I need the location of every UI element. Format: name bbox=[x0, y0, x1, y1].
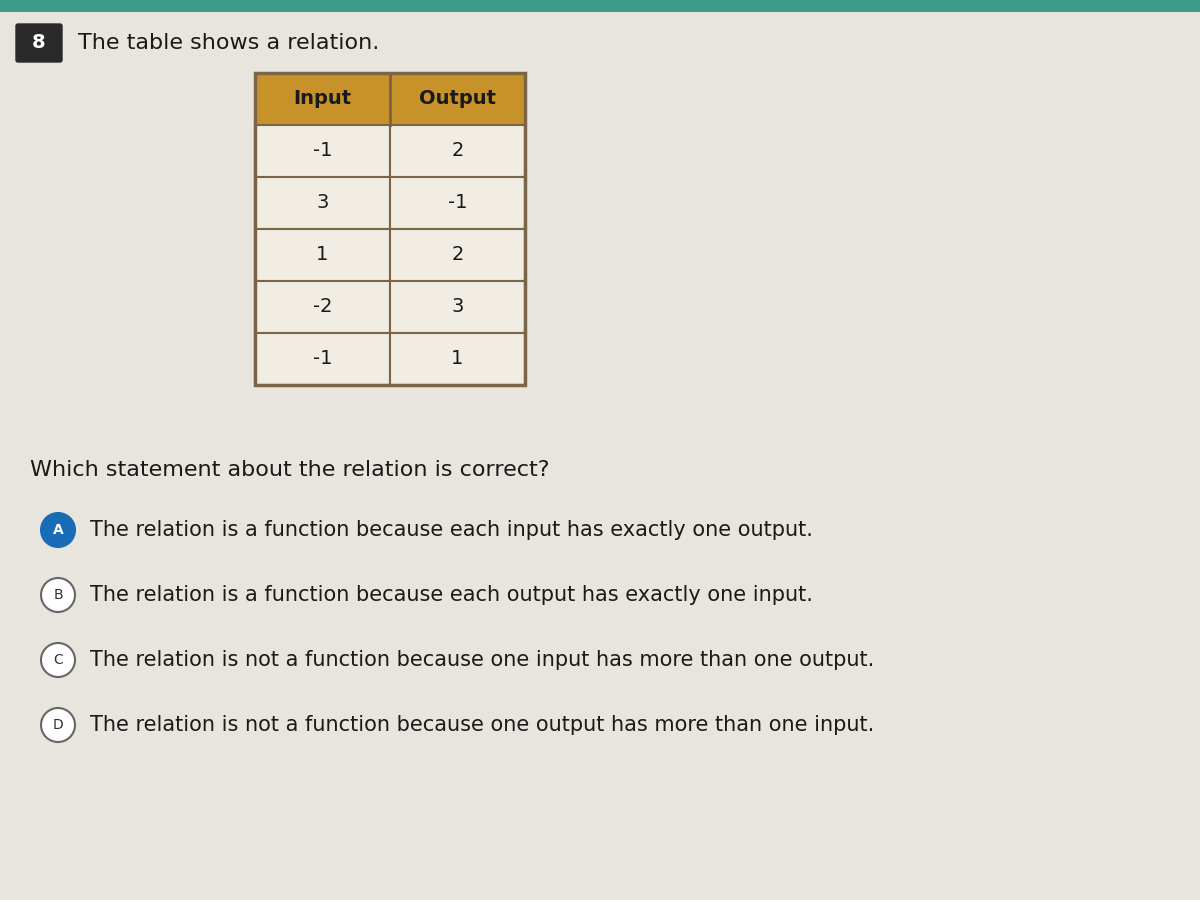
Text: 1: 1 bbox=[451, 349, 463, 368]
Text: Output: Output bbox=[419, 89, 496, 109]
Text: -2: -2 bbox=[313, 298, 332, 317]
Text: The relation is a function because each output has exactly one input.: The relation is a function because each … bbox=[90, 585, 812, 605]
Circle shape bbox=[41, 513, 74, 547]
Bar bbox=[390, 177, 526, 229]
Text: -1: -1 bbox=[448, 194, 467, 212]
Text: A: A bbox=[53, 523, 64, 537]
Bar bbox=[390, 229, 526, 281]
Text: B: B bbox=[53, 588, 62, 602]
Text: 3: 3 bbox=[317, 194, 329, 212]
Circle shape bbox=[41, 708, 74, 742]
Text: The relation is a function because each input has exactly one output.: The relation is a function because each … bbox=[90, 520, 812, 540]
Bar bbox=[256, 281, 390, 333]
Circle shape bbox=[41, 578, 74, 612]
Text: -1: -1 bbox=[313, 349, 332, 368]
Text: The table shows a relation.: The table shows a relation. bbox=[78, 33, 379, 53]
Bar bbox=[256, 73, 526, 125]
Bar bbox=[0, 0, 1200, 12]
Text: C: C bbox=[53, 653, 62, 667]
Bar bbox=[256, 229, 390, 281]
Bar bbox=[256, 333, 390, 385]
Text: 2: 2 bbox=[451, 141, 463, 160]
Bar bbox=[256, 73, 526, 385]
Bar bbox=[256, 125, 390, 177]
Circle shape bbox=[41, 643, 74, 677]
Text: The relation is not a function because one output has more than one input.: The relation is not a function because o… bbox=[90, 715, 875, 735]
FancyBboxPatch shape bbox=[16, 24, 62, 62]
Text: 2: 2 bbox=[451, 246, 463, 265]
Bar bbox=[390, 281, 526, 333]
Text: 3: 3 bbox=[451, 298, 463, 317]
Bar bbox=[256, 177, 390, 229]
Text: Which statement about the relation is correct?: Which statement about the relation is co… bbox=[30, 460, 550, 480]
Text: 8: 8 bbox=[32, 33, 46, 52]
Bar bbox=[390, 125, 526, 177]
Text: D: D bbox=[53, 718, 64, 732]
Text: The relation is not a function because one input has more than one output.: The relation is not a function because o… bbox=[90, 650, 875, 670]
Text: -1: -1 bbox=[313, 141, 332, 160]
Text: 1: 1 bbox=[317, 246, 329, 265]
Text: Input: Input bbox=[294, 89, 352, 109]
Bar bbox=[390, 333, 526, 385]
